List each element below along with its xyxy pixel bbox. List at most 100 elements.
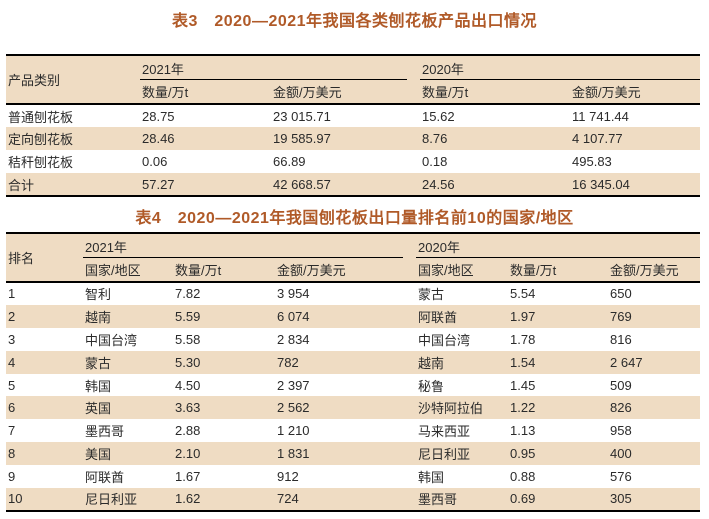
table4-cell: 阿联酋 xyxy=(418,309,458,325)
table4-subheader-qty-2020: 数量/万t xyxy=(510,263,557,278)
table3-body: 普通刨花板 28.75 23 015.71 15.62 11 741.44 定向刨花板 28… xyxy=(6,104,701,196)
table4-cell: 越南 xyxy=(85,309,112,325)
table3-subheader-qty-2021: 数量/万t xyxy=(142,85,189,100)
table3-cell: 24.56 xyxy=(422,176,455,192)
table4-cell: 2 647 xyxy=(610,354,643,370)
group-underline xyxy=(420,79,701,80)
table-row: 8 美国 2.10 1 831 尼日利亚 0.95 400 xyxy=(6,442,701,466)
table4-year-row: 排名 2021年 2020年 xyxy=(6,233,701,266)
table-row: 定向刨花板 28.46 19 585.97 8.76 4 107.77 xyxy=(6,127,701,150)
table4-cell: 0.69 xyxy=(510,491,536,507)
table4-cell: 1.13 xyxy=(510,423,536,439)
table-row: 秸秆刨花板 0.06 66.89 0.18 495.83 xyxy=(6,150,700,173)
table4-cell: 阿联酋 xyxy=(85,470,125,486)
table3-subheader-row: 数量/万t 金额/万美元 数量/万t 金额/万美元 xyxy=(6,80,700,104)
table3-cell: 11 741.44 xyxy=(572,108,629,124)
table4-cell: 5.30 xyxy=(175,354,201,370)
table3-cell: 0.18 xyxy=(422,154,448,169)
table4-row-label: 1 xyxy=(8,286,16,302)
table4-cell: 958 xyxy=(610,423,632,439)
table4-body: 1 智利 7.82 3 954 蒙古 5.54 650 2 越南 5.59 6 074 阿联酋 1.97… xyxy=(6,282,701,511)
table4-header: 排名 2021年 2020年 国家/地区 数量/万t 金额/万美元 国家/地区 … xyxy=(6,233,701,282)
table4-cell: 中国台湾 xyxy=(418,332,471,348)
table4-row-label: 3 xyxy=(8,331,16,347)
table4-top10-destinations: 排名 2021年 2020年 国家/地区 数量/万t 金额/万美元 国家/地区 … xyxy=(6,232,701,512)
table4-cell: 5.54 xyxy=(510,286,536,302)
table3-year-2021: 2021年 xyxy=(140,55,420,80)
table3-subheader-amt-2021: 金额/万美元 xyxy=(273,85,342,100)
table4-cell: 中国台湾 xyxy=(85,332,138,348)
table4-cell: 马来西亚 xyxy=(418,424,471,440)
table4-title: 表4 2020—2021年我国刨花板出口量排名前10的国家/地区 xyxy=(135,210,574,227)
table3-export-by-product: 产品类别 2021年 2020年 数量/万t 金额/万美元 数量/万t 金额/万… xyxy=(6,54,701,197)
table4-cell: 509 xyxy=(610,377,632,393)
group-underline xyxy=(416,257,701,258)
table3-header: 产品类别 2021年 2020年 数量/万t 金额/万美元 数量/万t 金额/万… xyxy=(6,55,701,104)
table3-row-label: 定向刨花板 xyxy=(8,132,74,147)
table-row: 7 墨西哥 2.88 1 210 马来西亚 1.13 958 xyxy=(6,419,700,442)
table-row: 6 英国 3.63 2 562 沙特阿拉伯 1.22 826 xyxy=(6,396,701,420)
table4-subheader-country-2020: 国家/地区 xyxy=(418,263,474,278)
table3-cell: 57.27 xyxy=(142,176,175,192)
table4-cell: 3.63 xyxy=(175,400,201,416)
table4-cell: 6 074 xyxy=(277,308,310,324)
table4-cell: 2.88 xyxy=(175,423,201,439)
table3-container: 产品类别 2021年 2020年 数量/万t 金额/万美元 数量/万t 金额/万… xyxy=(6,54,701,197)
table3-title: 表3 2020—2021年我国各类刨花板产品出口情况 xyxy=(171,13,538,30)
table4-year-2020: 2020年 xyxy=(416,233,701,258)
table4-cell: 1 831 xyxy=(277,446,310,462)
table4-cell: 1 210 xyxy=(277,423,310,439)
table4-row-label: 2 xyxy=(8,308,16,324)
table4-container: 排名 2021年 2020年 国家/地区 数量/万t 金额/万美元 国家/地区 … xyxy=(6,232,701,512)
table-row: 普通刨花板 28.75 23 015.71 15.62 11 741.44 xyxy=(6,104,700,127)
table3-cell: 4 107.77 xyxy=(572,131,623,146)
table4-year-2021: 2021年 xyxy=(83,233,416,258)
table4-row-label: 8 xyxy=(8,446,16,462)
table4-cell: 0.95 xyxy=(510,446,536,462)
table4-cell: 2.10 xyxy=(175,446,201,462)
table-row: 1 智利 7.82 3 954 蒙古 5.54 650 xyxy=(6,282,700,305)
table3-cell: 15.62 xyxy=(422,108,455,124)
group-underline xyxy=(83,257,404,258)
table3-year-row: 产品类别 2021年 2020年 xyxy=(6,55,701,88)
table4-cell: 576 xyxy=(610,469,632,485)
table4-subheader-country-2021: 国家/地区 xyxy=(85,263,141,278)
table4-cell: 769 xyxy=(610,308,632,324)
table3-cell: 16 345.04 xyxy=(572,176,630,192)
table4-cell: 1.67 xyxy=(175,469,201,485)
table4-cell: 越南 xyxy=(418,355,445,371)
table4-cell: 蒙古 xyxy=(418,287,445,303)
table-row: 3 中国台湾 5.58 2 834 中国台湾 1.78 816 xyxy=(6,328,700,351)
table4-subheader-qty-2021: 数量/万t xyxy=(175,263,222,278)
table3-row-label: 普通刨花板 xyxy=(8,109,74,125)
table4-cell: 816 xyxy=(610,331,632,347)
table3-year-2020: 2020年 xyxy=(420,55,701,80)
table-row: 10 尼日利亚 1.62 724 墨西哥 0.69 305 xyxy=(6,488,701,511)
table-row: 4 蒙古 5.30 782 越南 1.54 2 647 xyxy=(6,350,701,374)
table4-row-label: 10 xyxy=(8,491,23,507)
table4-cell: 4.50 xyxy=(175,377,201,393)
table3-cell: 23 015.71 xyxy=(273,108,331,124)
table3-cell: 28.46 xyxy=(142,131,175,146)
table3-cell: 42 668.57 xyxy=(273,176,331,192)
table4-cell: 1.22 xyxy=(510,400,536,416)
table4-cell: 400 xyxy=(610,446,632,462)
table4-cell: 1.54 xyxy=(510,354,536,370)
table4-cell: 墨西哥 xyxy=(418,492,458,508)
table4-col1-header: 排名 xyxy=(8,251,35,266)
table3-col1-header: 产品类别 xyxy=(8,73,61,88)
table4-row-label: 7 xyxy=(8,423,16,439)
table4-cell: 0.88 xyxy=(510,469,536,485)
table4-row-label: 4 xyxy=(8,354,16,370)
table3-subheader-amt-2020: 金额/万美元 xyxy=(572,85,641,100)
table4-cell: 2 562 xyxy=(277,400,310,416)
table4-cell: 2 397 xyxy=(277,377,310,393)
table4-row-label: 6 xyxy=(8,400,16,416)
table4-cell: 3 954 xyxy=(277,286,310,302)
table4-cell: 英国 xyxy=(85,401,112,417)
table4-subheader-amt-2020: 金额/万美元 xyxy=(610,263,679,278)
table4-cell: 智利 xyxy=(85,287,112,303)
table4-cell: 美国 xyxy=(85,447,112,463)
table4-cell: 5.59 xyxy=(175,308,201,324)
